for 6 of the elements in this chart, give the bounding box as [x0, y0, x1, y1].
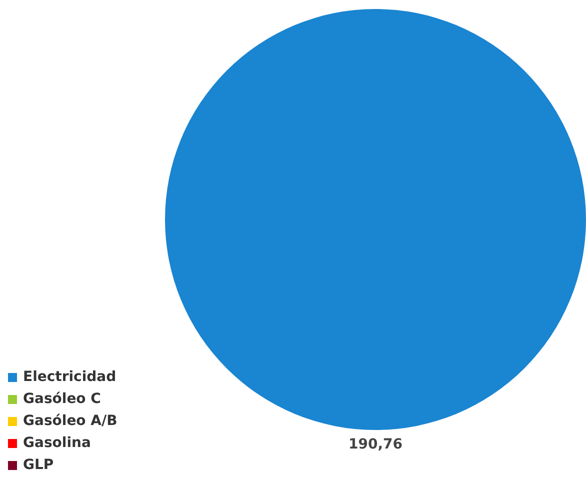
legend-label: Gasóleo C: [23, 391, 101, 407]
legend-label: Gasóleo A/B: [23, 413, 118, 429]
legend-label: Gasolina: [23, 435, 91, 451]
legend-label: GLP: [23, 457, 54, 473]
legend-label: Electricidad: [23, 369, 116, 385]
data-label: 190,76: [348, 436, 403, 453]
